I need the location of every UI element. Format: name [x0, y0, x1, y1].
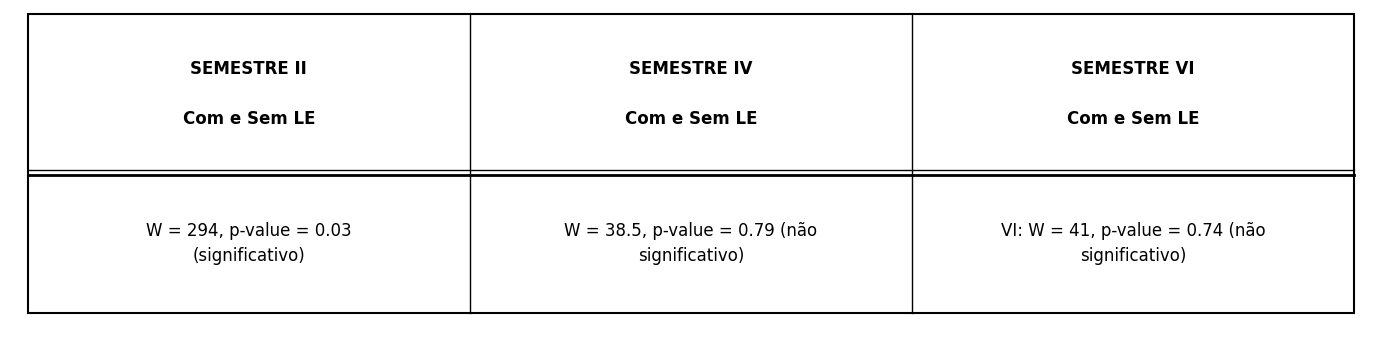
Text: SEMESTRE VI

Com e Sem LE: SEMESTRE VI Com e Sem LE — [1067, 61, 1200, 129]
Text: SEMESTRE II

Com e Sem LE: SEMESTRE II Com e Sem LE — [182, 61, 315, 129]
Text: W = 294, p-value = 0.03
(significativo): W = 294, p-value = 0.03 (significativo) — [146, 222, 351, 266]
Text: W = 38.5, p-value = 0.79 (não
significativo): W = 38.5, p-value = 0.79 (não significat… — [564, 222, 818, 266]
Text: SEMESTRE IV

Com e Sem LE: SEMESTRE IV Com e Sem LE — [625, 61, 757, 129]
Text: VI: W = 41, p-value = 0.74 (não
significativo): VI: W = 41, p-value = 0.74 (não signific… — [1001, 222, 1266, 266]
